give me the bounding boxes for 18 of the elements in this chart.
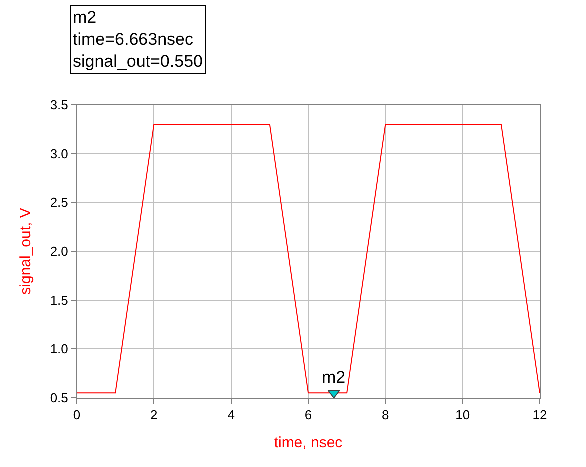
x-tick-label: 10 <box>456 408 470 423</box>
x-tick-label: 6 <box>304 408 312 423</box>
y-tick-label: 1.5 <box>50 292 68 308</box>
y-axis-title: signal_out, V <box>18 208 35 295</box>
x-tick-label: 8 <box>382 408 390 423</box>
y-tick-label: 3.5 <box>50 98 68 113</box>
y-tick-label: 1.0 <box>50 342 68 357</box>
x-tick-label: 0 <box>73 408 81 423</box>
x-axis-title: time, nsec <box>274 434 344 452</box>
x-tick-label: 4 <box>228 408 235 423</box>
x-tick-label: 12 <box>532 408 548 423</box>
annotation: m2 <box>322 368 346 387</box>
y-tick-label: 2.5 <box>50 195 68 210</box>
text: m2 time=6.663nsec signal_out=0.550 <box>73 8 203 72</box>
x-tick-label: 2 <box>150 408 158 423</box>
y-tick-label: 3.0 <box>50 146 68 162</box>
y-tick-label: 0.5 <box>50 390 68 406</box>
y-tick-label: 2.0 <box>50 244 68 260</box>
